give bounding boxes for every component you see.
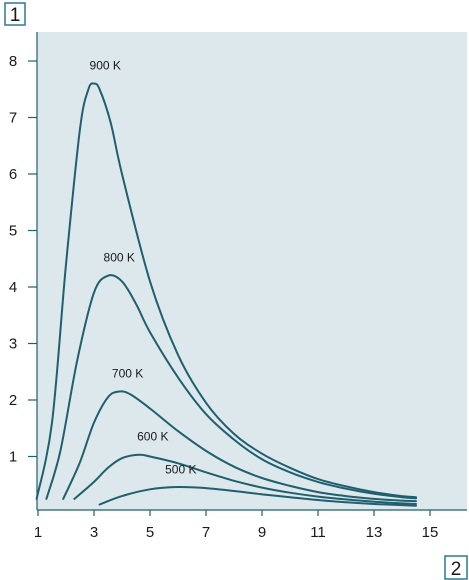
y-tick-label: 6 — [9, 166, 17, 183]
curve-label-700k: 700 K — [112, 366, 143, 380]
curve-700k — [62, 390, 417, 503]
curve-500k — [98, 485, 417, 507]
x-tick-label: 7 — [202, 524, 210, 541]
curve-800k — [45, 274, 417, 500]
x-tick-label: 13 — [366, 524, 383, 541]
series-curves — [35, 82, 417, 507]
y-tick-label: 8 — [9, 53, 17, 70]
plot-area — [37, 32, 467, 510]
curve-label-500k: 500 K — [165, 462, 196, 476]
curve-900k — [35, 82, 417, 500]
corner-label-top-left: 1 — [4, 2, 26, 26]
x-tick-label: 15 — [422, 524, 439, 541]
y-tick-label: 3 — [9, 336, 17, 353]
y-tick-label: 4 — [9, 279, 17, 296]
corner-label-bottom-right: 2 — [444, 555, 468, 580]
y-tick-label: 2 — [9, 392, 17, 409]
corner-label-top-left-box — [4, 2, 26, 26]
x-tick-label: 1 — [34, 524, 42, 541]
y-tick-label: 1 — [9, 449, 17, 466]
corner-label-top-left-text: 1 — [10, 5, 21, 26]
curve-label-800k: 800 K — [104, 251, 135, 265]
y-tick-label: 5 — [9, 223, 17, 240]
curve-label-600k: 600 K — [137, 430, 168, 444]
corner-label-bottom-right-text: 2 — [451, 559, 462, 580]
curve-label-900k: 900 K — [90, 58, 121, 72]
x-tick-label: 3 — [90, 524, 98, 541]
x-tick-label: 5 — [146, 524, 154, 541]
curve-600k — [73, 453, 417, 505]
x-tick-label: 11 — [310, 524, 326, 541]
x-tick-label: 9 — [258, 524, 266, 541]
y-tick-label: 7 — [9, 110, 17, 127]
corner-label-bottom-right-box — [444, 555, 468, 580]
curve-annotations: 900 K 800 K 700 K 600 K 500 K — [90, 58, 197, 476]
